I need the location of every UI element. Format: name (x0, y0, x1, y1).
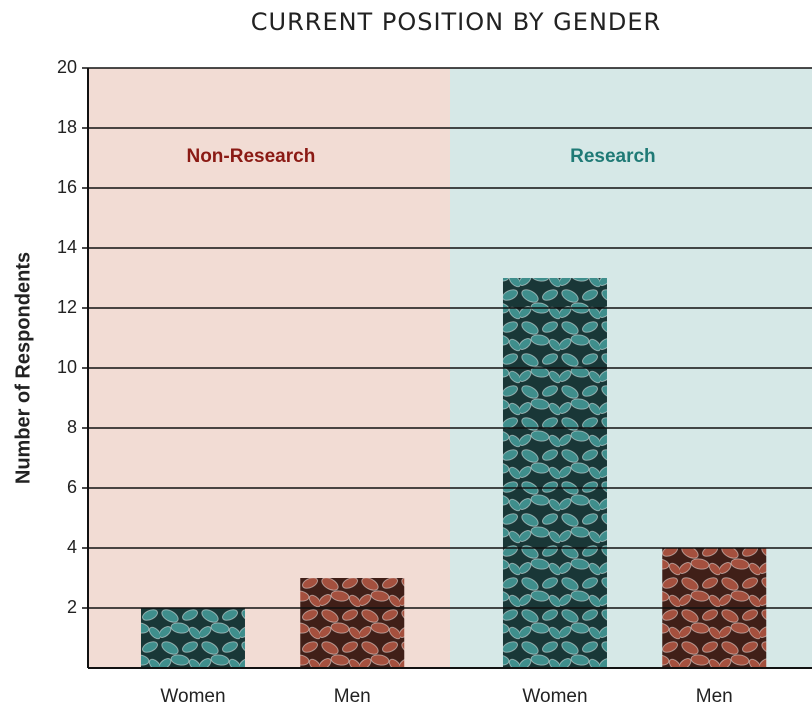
y-tick-label: 16 (57, 177, 77, 197)
x-tick-label: Men (334, 686, 371, 707)
y-tick-label: 12 (57, 297, 77, 317)
bar (140, 608, 245, 668)
group-label: Non-Research (186, 146, 315, 167)
y-tick-label: 2 (67, 597, 77, 617)
y-tick-label: 14 (57, 237, 77, 257)
bar (502, 278, 607, 668)
y-tick-label: 6 (67, 477, 77, 497)
y-tick-label: 4 (67, 537, 77, 557)
bar (300, 578, 405, 668)
group-label: Research (570, 146, 656, 167)
y-axis-label: Number of Respondents (12, 252, 34, 484)
x-tick-label: Women (522, 686, 587, 707)
y-tick-label: 18 (57, 117, 77, 137)
chart-title: CURRENT POSITION BY GENDER (251, 8, 661, 36)
x-tick-label: Women (160, 686, 225, 707)
y-tick-label: 20 (57, 57, 77, 77)
y-tick-label: 10 (57, 357, 77, 377)
y-tick-label: 8 (67, 417, 77, 437)
x-tick-label: Men (696, 686, 733, 707)
